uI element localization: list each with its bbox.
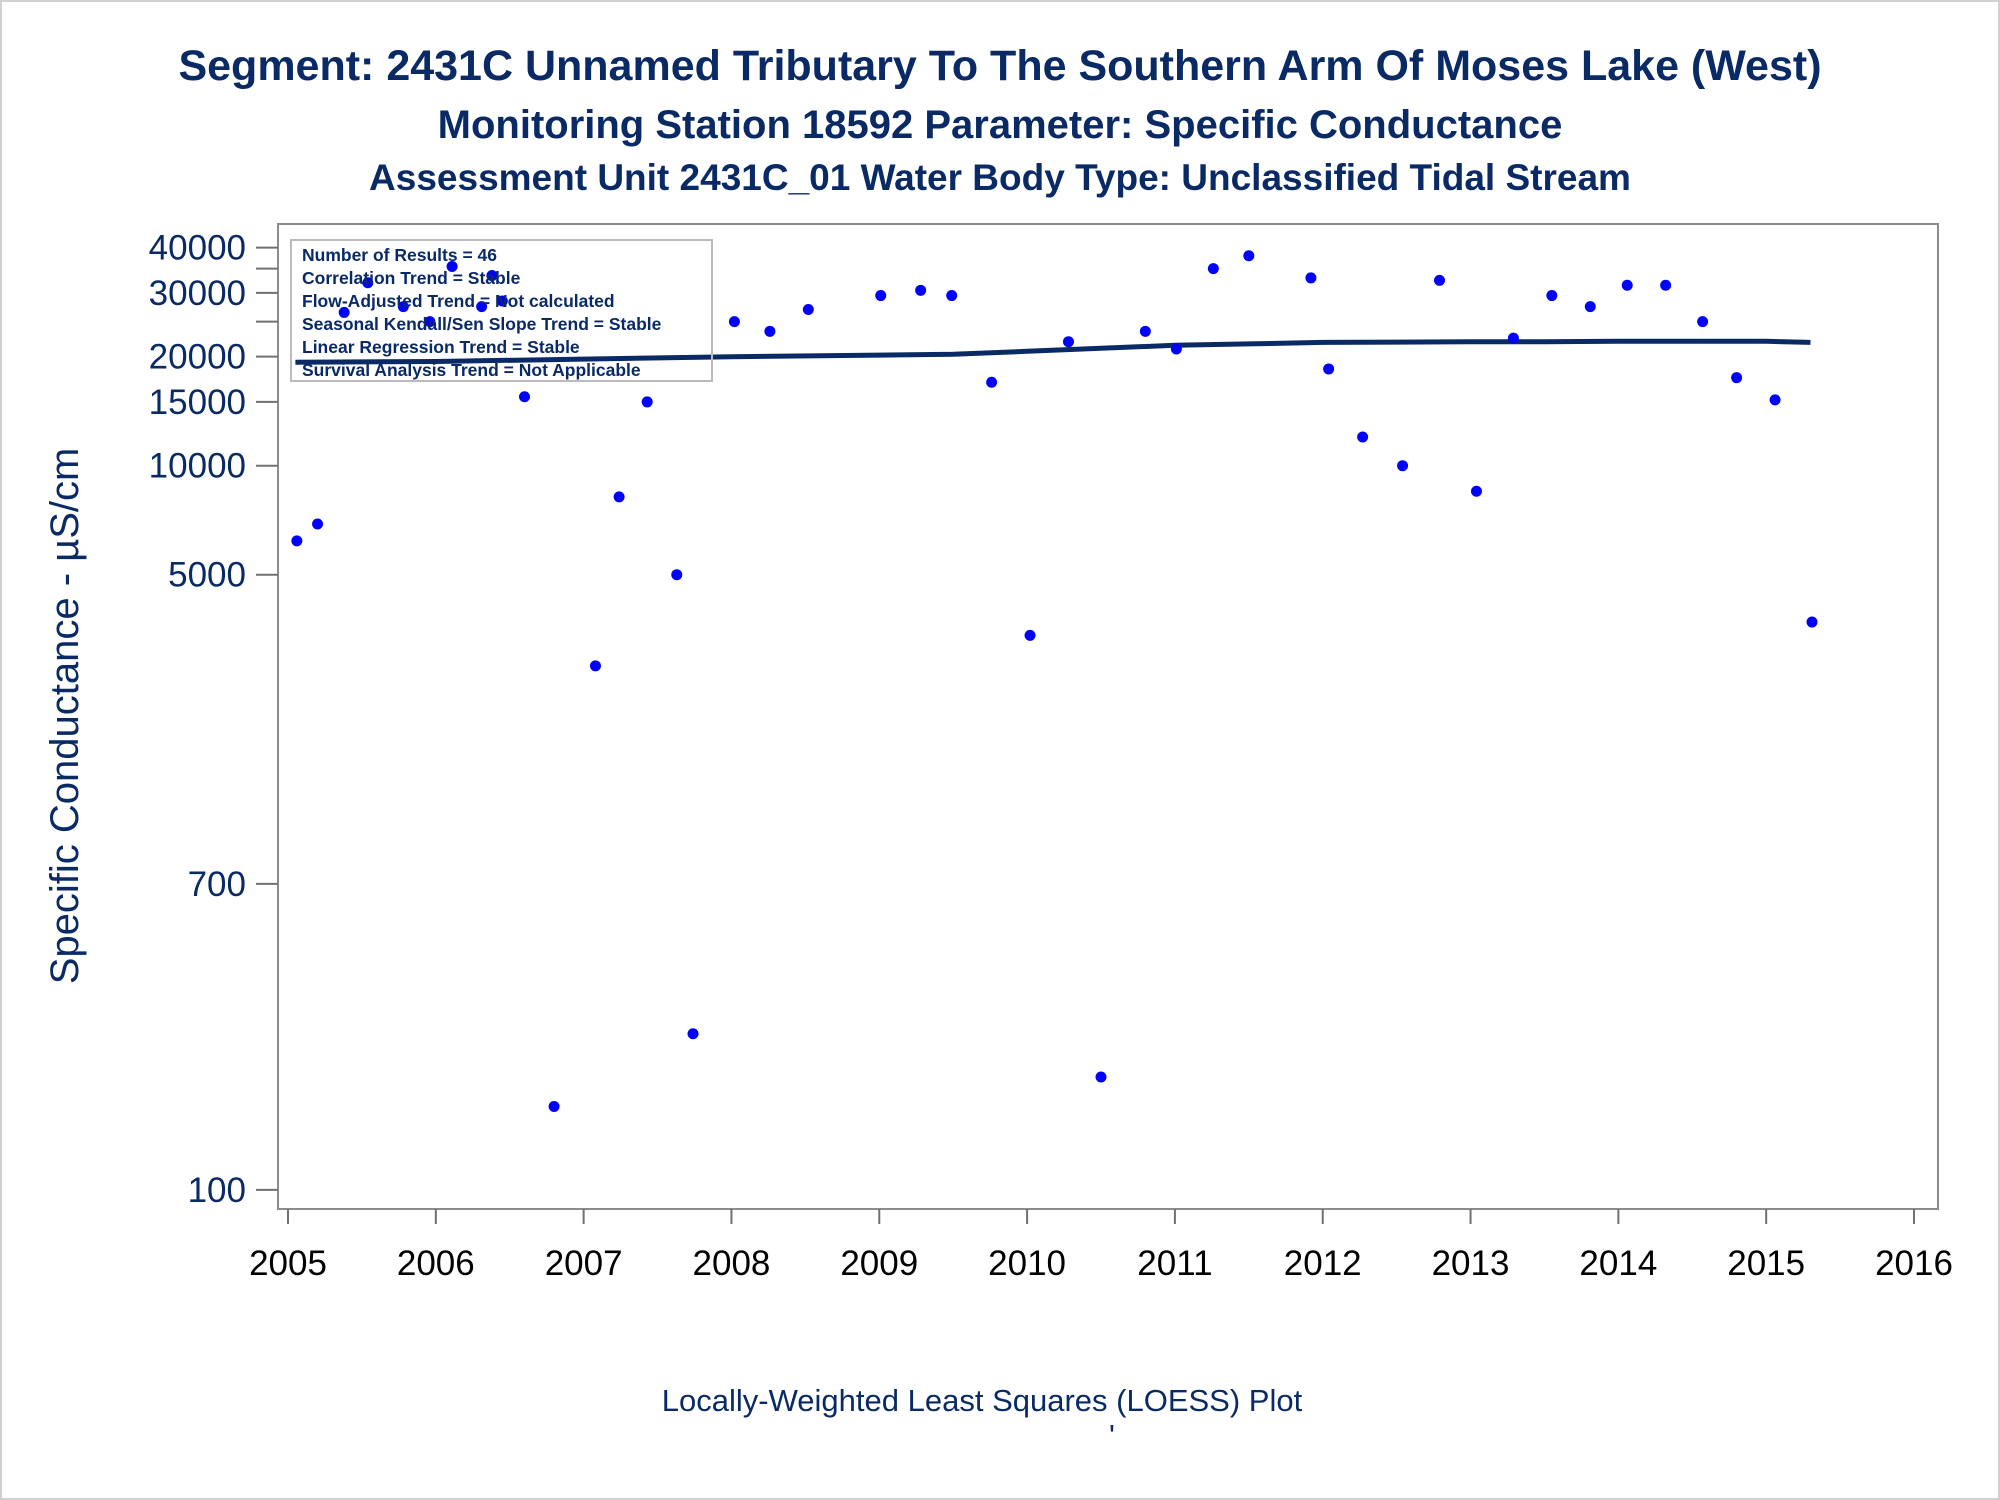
data-point [946, 290, 958, 302]
data-point [641, 396, 653, 408]
data-point [1731, 372, 1743, 384]
y-tick-label: 5000 [168, 556, 246, 595]
legend-line: Survival Analysis Trend = Not Applicable [302, 360, 641, 380]
x-tick-label: 2015 [1727, 1244, 1805, 1283]
legend-line: Flow-Adjusted Trend = Not calculated [302, 291, 615, 311]
data-point [1357, 431, 1369, 443]
data-point [548, 1100, 560, 1112]
data-point [291, 535, 303, 547]
data-point [875, 290, 887, 302]
y-tick-label: 15000 [149, 383, 246, 422]
y-tick-label: 40000 [149, 229, 246, 268]
x-tick-label: 2013 [1432, 1244, 1510, 1283]
y-axis-label: Specific Conductance - µS/cm [43, 448, 87, 985]
y-axis: 100 700 5000 10000 15000 20000 30000 40000 [149, 229, 278, 1210]
data-point [1095, 1071, 1107, 1083]
data-point [986, 376, 998, 388]
data-point [802, 303, 814, 315]
data-point [1397, 460, 1409, 472]
data-point [728, 316, 740, 328]
data-point [312, 518, 324, 530]
data-point [486, 270, 498, 282]
x-tick-label: 2016 [1875, 1244, 1953, 1283]
data-point [1507, 332, 1519, 344]
data-point [1621, 279, 1633, 291]
footnote-mark: ' [1109, 1418, 1115, 1453]
data-point [1546, 290, 1558, 302]
loess-series [295, 338, 1811, 365]
data-point [687, 1028, 699, 1040]
x-tick-label: 2012 [1284, 1244, 1362, 1283]
data-point [915, 284, 927, 296]
data-point [1170, 343, 1182, 355]
data-point [519, 391, 531, 403]
scatter-series [291, 250, 1818, 1112]
data-point [476, 301, 488, 313]
data-point [1806, 616, 1818, 628]
data-point [1024, 629, 1036, 641]
y-tick-label: 100 [188, 1171, 246, 1210]
data-point [424, 316, 436, 328]
data-point [1323, 363, 1335, 375]
x-tick-label: 2011 [1137, 1244, 1212, 1283]
data-point [589, 660, 601, 672]
x-axis: 2005 2006 2007 2008 2009 2010 2011 2012 2013 2014… [249, 1209, 1953, 1283]
data-point [1139, 325, 1151, 337]
data-point [397, 301, 409, 313]
y-tick-label: 10000 [149, 447, 246, 486]
x-tick-label: 2014 [1579, 1244, 1657, 1283]
data-point [1769, 394, 1781, 406]
data-point [1584, 301, 1596, 313]
data-point [1243, 250, 1255, 262]
plot-area [277, 223, 1939, 1210]
data-point [1434, 274, 1446, 286]
y-tick-label: 30000 [149, 274, 246, 313]
legend-box [290, 239, 713, 382]
data-point [1697, 316, 1709, 328]
data-point [362, 277, 374, 289]
legend-line: Linear Regression Trend = Stable [302, 337, 580, 357]
legend-line: Correlation Trend = Stable [302, 268, 521, 288]
data-point [338, 306, 350, 318]
legend-line: Seasonal Kendall/Sen Slope Trend = Stabl… [302, 314, 662, 334]
data-point [671, 569, 683, 581]
legend: Number of Results = 46 Correlation Trend … [290, 239, 713, 382]
x-tick-label: 2007 [545, 1244, 623, 1283]
data-point [613, 491, 625, 503]
chart-subtitle-station: Monitoring Station 18592 Parameter: Spec… [438, 103, 1563, 147]
data-point [764, 325, 776, 337]
legend-line: Number of Results = 46 [302, 245, 497, 265]
x-tick-label: 2010 [988, 1244, 1066, 1283]
chart-subtitle-assessment: Assessment Unit 2431C_01 Water Body Type… [369, 157, 1631, 198]
data-point [1470, 485, 1482, 497]
x-tick-label: 2005 [249, 1244, 327, 1283]
data-point [1305, 272, 1317, 284]
footnote: Locally-Weighted Least Squares (LOESS) P… [662, 1383, 1303, 1418]
data-point [1660, 279, 1672, 291]
x-tick-label: 2008 [693, 1244, 771, 1283]
x-tick-label: 2009 [840, 1244, 918, 1283]
data-point [496, 295, 508, 307]
chart-title: Segment: 2431C Unnamed Tributary To The … [178, 42, 1821, 90]
data-point [1062, 336, 1074, 348]
data-point [1207, 263, 1219, 275]
y-tick-label: 700 [188, 865, 246, 904]
data-point [446, 260, 458, 272]
x-tick-label: 2006 [397, 1244, 475, 1283]
loess-line [295, 338, 1811, 365]
y-tick-label: 20000 [149, 338, 246, 377]
